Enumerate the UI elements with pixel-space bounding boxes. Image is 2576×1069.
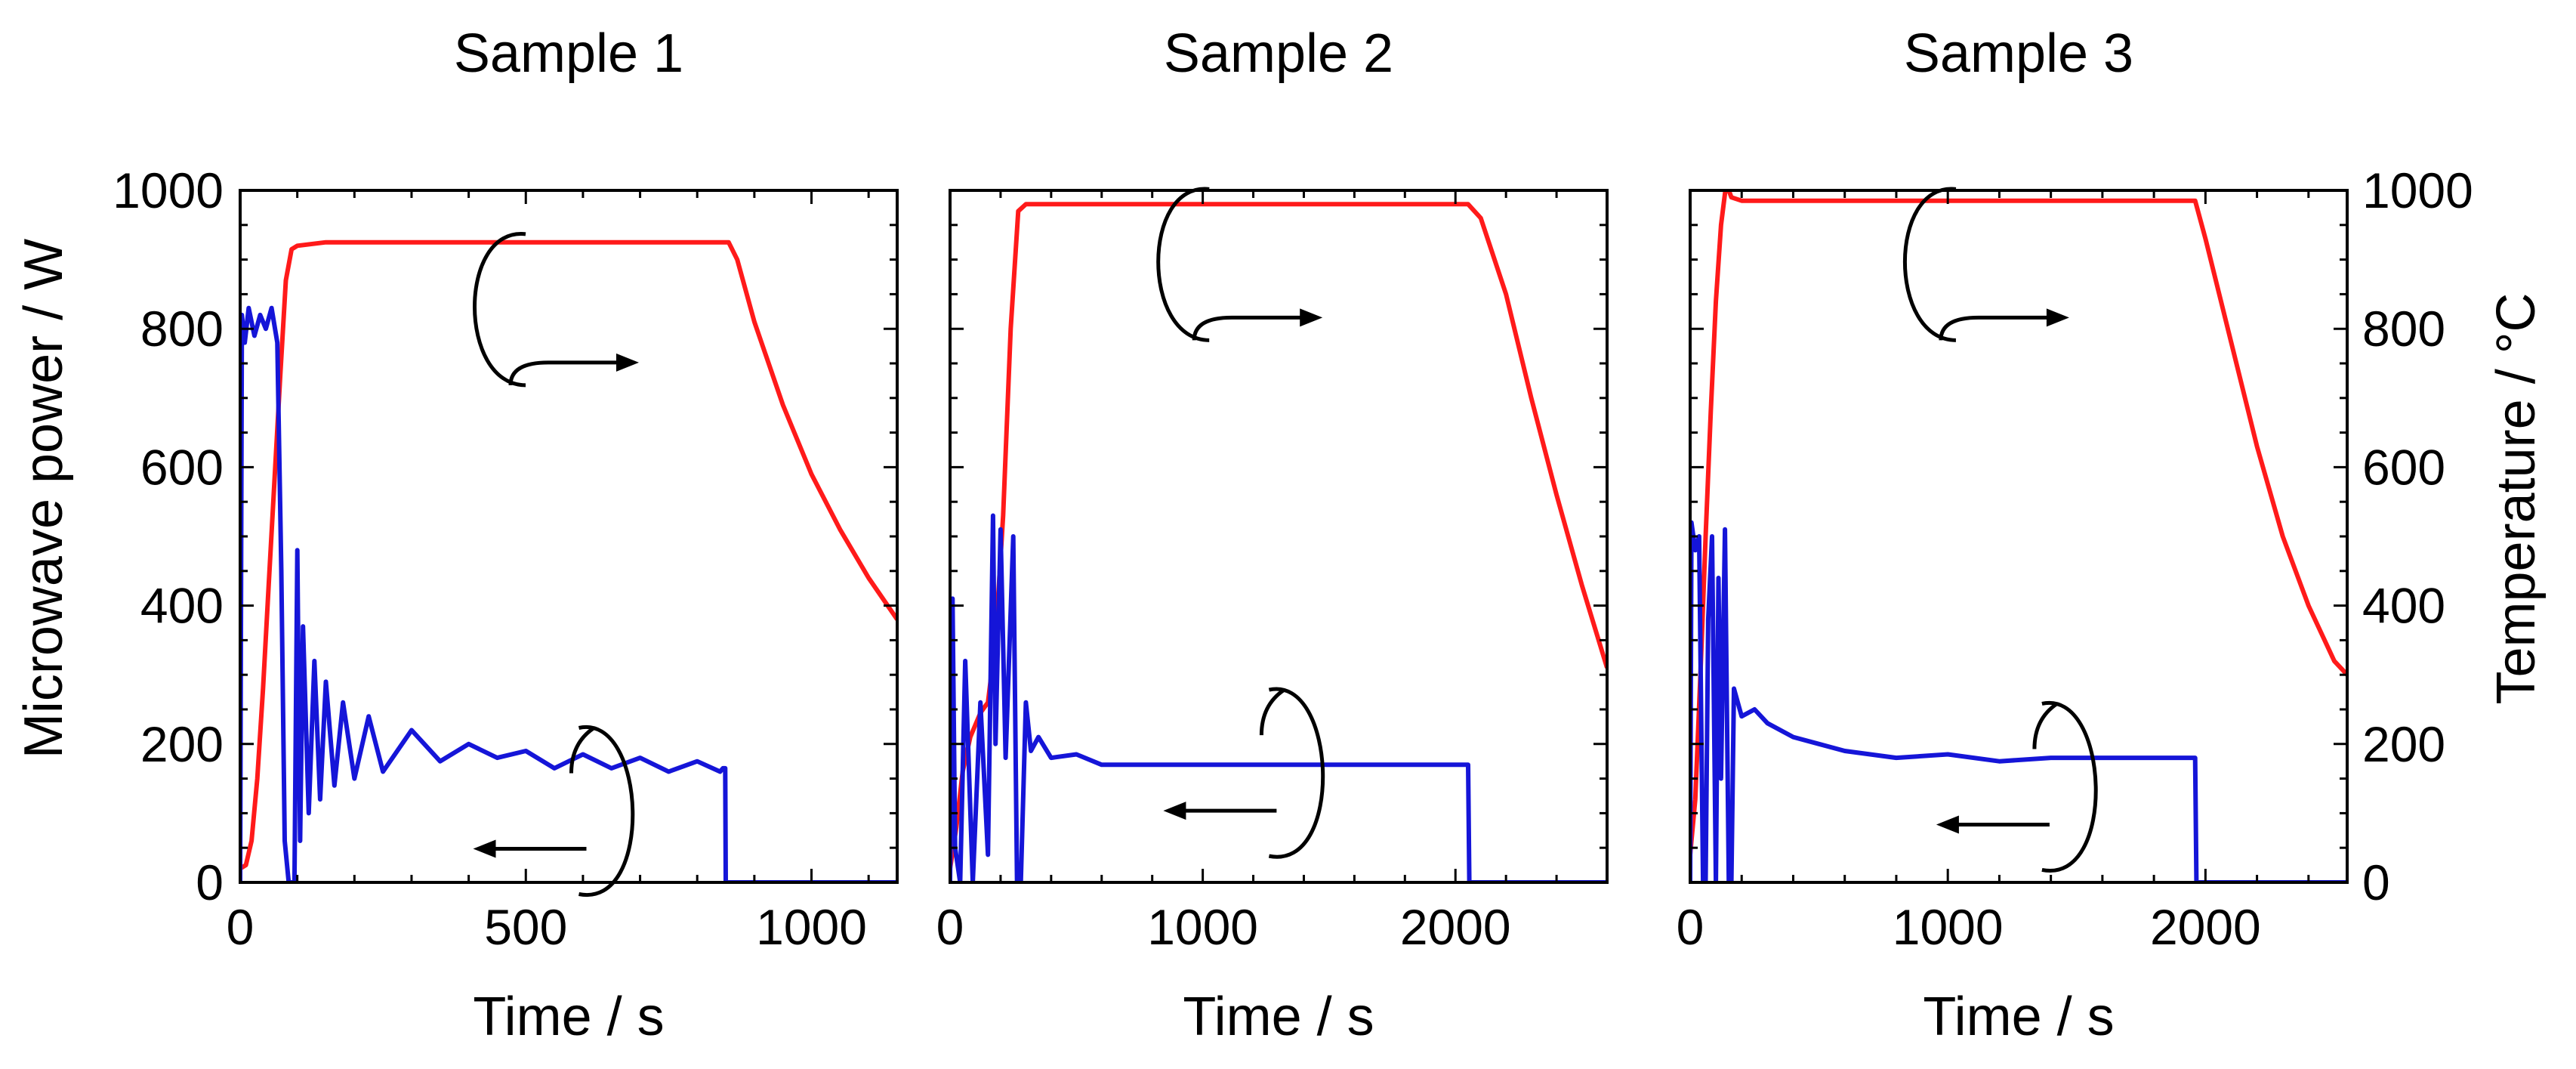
x-tick-label: 0 <box>936 899 964 955</box>
y2-tick-label: 0 <box>2362 854 2390 910</box>
panel-sample-1: Sample 1 0 500 1000 0 200 400 600 800 1000 Time / … <box>113 23 899 1047</box>
x-tick-label: 2000 <box>2150 899 2261 955</box>
power-arrow-head <box>473 839 496 858</box>
y2-tick-label: 400 <box>2362 578 2445 634</box>
x-tick-label: 0 <box>227 899 255 955</box>
power-axis-loop <box>1268 687 1325 859</box>
temperature-line <box>1690 190 2347 855</box>
plot-frame <box>1689 189 2349 884</box>
series-group <box>1690 190 2347 882</box>
y2-tick-label: 800 <box>2362 301 2445 357</box>
temperature-axis-arrow <box>508 360 624 386</box>
y2-tick-label: 600 <box>2362 439 2445 495</box>
series-group <box>240 239 897 882</box>
panel-sample-3: Sample 3 0 1000 2000 0 200 400 600 800 1000 Time /… <box>1677 23 2473 1047</box>
x-tick-label: 1000 <box>756 899 867 955</box>
x-tick-label: 500 <box>484 899 567 955</box>
temperature-line <box>950 202 1607 870</box>
y-tick-label: 800 <box>140 301 224 357</box>
panel-title: Sample 1 <box>454 23 683 84</box>
y-tick-label: 1000 <box>113 162 224 218</box>
x-axis-label: Time / s <box>473 987 664 1047</box>
temperature-axis-arrow <box>1192 315 1308 341</box>
power-axis-loop <box>2041 700 2098 873</box>
temperature-axis-loop <box>1902 187 1957 342</box>
y-tick-label: 400 <box>140 578 224 634</box>
y2-tick-label: 200 <box>2362 716 2445 772</box>
temperature-axis-arrow <box>1939 315 2054 341</box>
x-axis-label: Time / s <box>1923 987 2114 1047</box>
temperature-line <box>240 239 897 871</box>
power-line <box>1690 520 2347 882</box>
temperature-axis-loop <box>1156 187 1210 342</box>
temperature-arrow-head <box>616 353 639 372</box>
power-line <box>950 513 1607 882</box>
panel-title: Sample 2 <box>1164 23 1393 84</box>
power-axis-loop-tail <box>1259 688 1285 736</box>
temperature-arrow-head <box>1300 308 1323 327</box>
x-tick-label: 2000 <box>1400 899 1511 955</box>
power-axis-loop-tail <box>2032 702 2059 749</box>
plot-frame <box>949 189 1609 884</box>
y2-tick-label: 1000 <box>2362 162 2473 218</box>
power-axis-loop-tail <box>569 726 595 774</box>
power-arrow-head <box>1936 815 1959 834</box>
x-tick-label: 1000 <box>1893 899 2004 955</box>
y-tick-label: 200 <box>140 716 224 772</box>
right-axis-label: Temperature / °C <box>2486 293 2547 705</box>
power-arrow-head <box>1163 802 1186 820</box>
y-tick-label: 0 <box>196 854 224 910</box>
x-tick-label: 1000 <box>1147 899 1258 955</box>
panel-title: Sample 3 <box>1904 23 2133 84</box>
left-axis-label: Microwave power / W <box>14 239 74 758</box>
plot-frame <box>239 189 899 884</box>
y-tick-label: 600 <box>140 439 224 495</box>
power-line <box>240 305 897 882</box>
panel-sample-2: Sample 2 0 1000 2000 Time / s <box>936 23 1609 1047</box>
temperature-arrow-head <box>2046 308 2069 327</box>
power-axis-loop <box>578 725 635 898</box>
x-axis-label: Time / s <box>1183 987 1374 1047</box>
x-tick-label: 0 <box>1677 899 1704 955</box>
temperature-axis-loop <box>473 232 526 388</box>
series-group <box>950 202 1607 882</box>
